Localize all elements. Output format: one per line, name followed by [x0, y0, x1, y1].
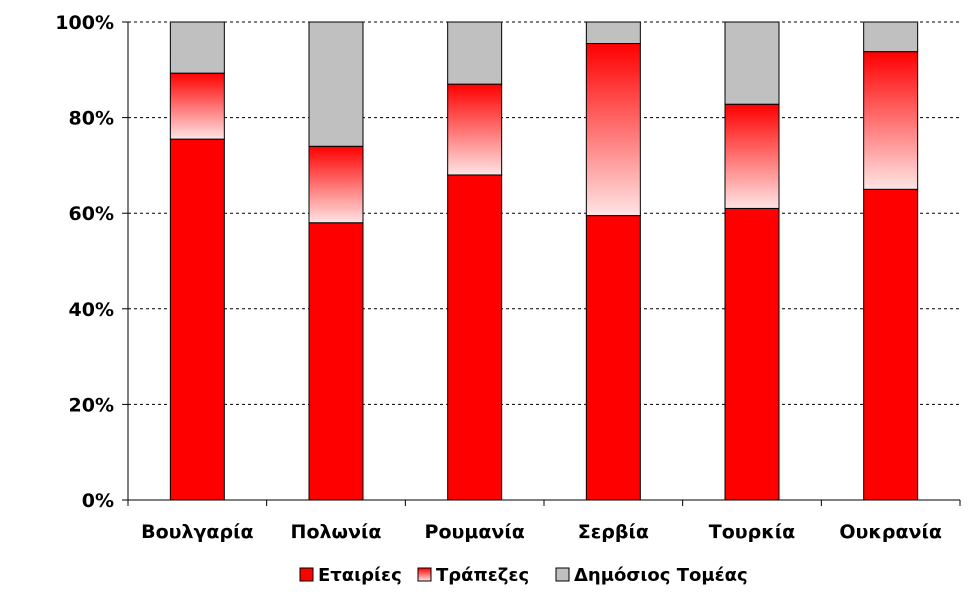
y-tick-label: 20% — [69, 394, 114, 416]
bar-3-2 — [308, 21, 364, 147]
y-tick-label: 60% — [69, 203, 114, 225]
legend-label-3: Δημόσιος Τομέας — [574, 565, 748, 586]
y-tick-label: 80% — [69, 108, 114, 130]
bar-3-5 — [724, 21, 780, 105]
y-tick-label: 40% — [69, 299, 114, 321]
bar-1-3 — [447, 174, 503, 501]
legend-swatch-2 — [417, 567, 432, 582]
bar-3-3 — [447, 21, 503, 85]
bar-1-2 — [308, 222, 364, 501]
y-tick-label: 100% — [55, 12, 114, 34]
bar-2-3 — [447, 83, 503, 176]
bar-1-1 — [169, 138, 225, 501]
legend: Εταιρίες Τράπεζες Δημόσιος Τομέας — [299, 565, 748, 586]
x-tick-label: Πολωνία — [291, 521, 382, 543]
x-tick-label: Ουκρανία — [839, 521, 942, 543]
bar-2-5 — [724, 103, 780, 209]
bar-3-6 — [863, 21, 919, 53]
legend-swatch-3 — [555, 567, 570, 582]
bar-2-1 — [169, 72, 225, 140]
axes: 0% 20% 40% 60% 80% 100% Βουλγαρία Πολωνία Ρουμαν… — [55, 12, 961, 543]
x-tick-label: Τουρκία — [709, 521, 795, 543]
bar-3-1 — [169, 21, 225, 74]
legend-swatch-1 — [299, 567, 314, 582]
y-tick-label: 0% — [82, 490, 114, 512]
bar-2-6 — [863, 51, 919, 190]
bars — [169, 21, 919, 501]
bar-1-5 — [724, 207, 780, 501]
legend-label-2: Τράπεζες — [436, 565, 529, 586]
bar-2-2 — [308, 145, 364, 224]
bar-1-4 — [585, 215, 641, 501]
x-tick-label: Ρουμανία — [425, 521, 525, 543]
legend-label-1: Εταιρίες — [318, 565, 402, 586]
x-tick-label: Σερβία — [578, 521, 649, 543]
bar-2-4 — [585, 43, 641, 217]
bar-3-4 — [585, 21, 641, 45]
x-tick-label: Βουλγαρία — [141, 521, 253, 543]
bar-1-6 — [863, 188, 919, 501]
gridlines — [128, 21, 960, 405]
